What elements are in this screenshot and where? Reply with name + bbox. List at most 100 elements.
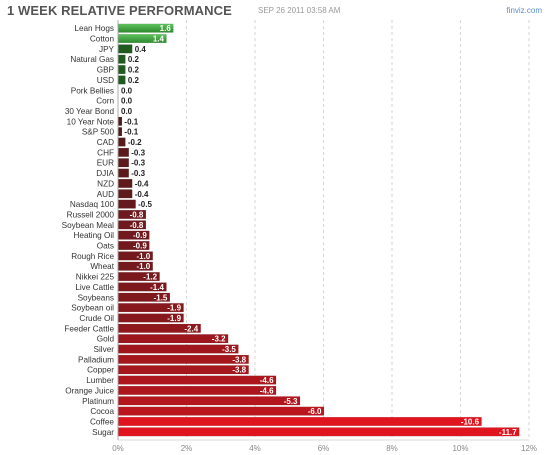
category-label: Orange Juice <box>65 386 114 395</box>
value-label: -1.9 <box>167 304 181 313</box>
bar <box>118 189 133 199</box>
value-label: -4.6 <box>260 386 274 395</box>
category-label: Natural Gas <box>70 55 114 64</box>
value-label: -0.1 <box>124 117 138 126</box>
bar <box>118 416 482 426</box>
value-label: -2.4 <box>184 324 198 333</box>
value-label: 0.4 <box>135 45 147 54</box>
value-label: -3.5 <box>222 345 236 354</box>
category-label: S&P 500 <box>82 128 115 137</box>
bar <box>118 303 184 313</box>
value-label: -0.2 <box>128 138 142 147</box>
category-label: JPY <box>99 45 115 54</box>
bar <box>118 54 126 64</box>
category-label: Silver <box>94 345 115 354</box>
category-label: EUR <box>97 159 114 168</box>
bar <box>118 323 201 333</box>
bar <box>118 261 153 271</box>
category-label: Gold <box>97 335 115 344</box>
value-label: -0.1 <box>124 128 138 137</box>
x-tick-label: 6% <box>318 444 330 453</box>
bar <box>118 282 167 292</box>
bar <box>118 23 174 33</box>
bar <box>118 116 123 126</box>
bar <box>118 365 249 375</box>
category-label: Feeder Cattle <box>64 324 114 333</box>
category-label: Corn <box>96 97 114 106</box>
category-label: Soybean Meal <box>62 221 115 230</box>
category-label: DJIA <box>96 169 114 178</box>
value-label: 1.6 <box>160 24 172 33</box>
value-label: -3.8 <box>232 366 246 375</box>
category-label: GBP <box>97 66 115 75</box>
bar <box>118 385 277 395</box>
bar <box>118 230 150 240</box>
bar <box>118 375 277 385</box>
bar <box>118 209 147 219</box>
value-label: 0.2 <box>128 55 140 64</box>
value-label: -3.2 <box>212 335 226 344</box>
category-label: Copper <box>87 366 114 375</box>
x-tick-label: 0% <box>112 444 124 453</box>
category-label: Nasdaq 100 <box>70 200 115 209</box>
category-label: AUD <box>97 190 114 199</box>
value-label: 0.0 <box>121 86 133 95</box>
value-label: 0.2 <box>128 76 140 85</box>
bar <box>118 178 133 188</box>
category-label: Coffee <box>90 417 114 426</box>
value-label: -1.9 <box>167 314 181 323</box>
value-label: -0.4 <box>135 179 149 188</box>
value-label: -0.4 <box>135 190 149 199</box>
x-tick-label: 10% <box>452 444 468 453</box>
category-label: Platinum <box>82 397 114 406</box>
x-tick-label: 2% <box>181 444 193 453</box>
category-label: Nikkei 225 <box>76 273 115 282</box>
value-label: -0.8 <box>130 210 144 219</box>
category-label: Rough Rice <box>71 252 114 261</box>
bar <box>118 354 249 364</box>
bar <box>118 158 129 168</box>
value-label: -0.3 <box>131 159 145 168</box>
bar <box>118 344 239 354</box>
category-label: CHF <box>97 148 114 157</box>
category-label: Cotton <box>90 35 115 44</box>
bar <box>118 199 136 209</box>
bar <box>118 168 129 178</box>
category-label: Oats <box>97 242 114 251</box>
bar <box>118 75 126 85</box>
chart-timestamp: SEP 26 2011 03:58 AM <box>258 6 341 15</box>
x-tick-label: 12% <box>521 444 537 453</box>
value-label: 0.2 <box>128 66 140 75</box>
value-label: -0.3 <box>131 148 145 157</box>
value-label: -10.6 <box>461 417 480 426</box>
value-label: -1.5 <box>154 293 168 302</box>
value-label: -1.0 <box>136 262 150 271</box>
category-label: Russell 2000 <box>67 210 115 219</box>
bar <box>118 147 129 157</box>
bar <box>118 241 150 251</box>
x-tick-label: 8% <box>386 444 398 453</box>
category-label: Heating Oil <box>73 231 114 240</box>
value-label: -11.7 <box>499 428 517 437</box>
category-label: Cocoa <box>90 407 114 416</box>
brand-link[interactable]: finviz.com <box>506 6 542 15</box>
category-label: CAD <box>97 138 114 147</box>
value-label: -0.9 <box>133 231 147 240</box>
category-label: Wheat <box>90 262 114 271</box>
value-label: -1.4 <box>150 283 164 292</box>
bar <box>118 127 123 137</box>
bar <box>118 44 133 54</box>
value-label: 0.0 <box>121 107 133 116</box>
bars <box>118 23 520 437</box>
category-label: Pork Bellies <box>71 86 114 95</box>
value-label: -0.5 <box>138 200 152 209</box>
value-label: -5.3 <box>284 397 298 406</box>
bar <box>118 334 229 344</box>
value-label: -3.8 <box>232 355 246 364</box>
bar <box>118 137 126 147</box>
category-label: Lean Hogs <box>74 24 114 33</box>
bar <box>118 220 147 230</box>
category-label: Lumber <box>86 376 114 385</box>
